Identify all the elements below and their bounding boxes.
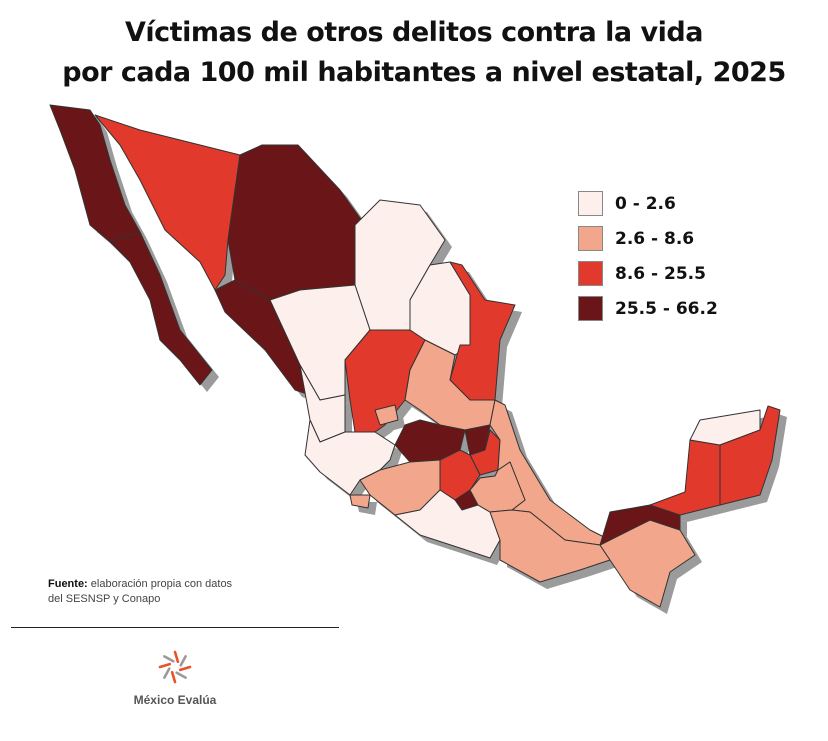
state-jalisco: [304, 419, 396, 496]
divider: [11, 627, 339, 628]
map-title-line-1: Víctimas de otros delitos contra la vida: [125, 17, 703, 48]
legend-label: 25.5 - 66.2: [615, 298, 718, 319]
logo-stroke: [163, 667, 171, 679]
state-campeche: [649, 439, 721, 516]
state-puebla: [469, 461, 526, 513]
source-text-2: del SESNSP y Conapo: [48, 593, 161, 605]
logo-text: México Evalúa: [133, 693, 217, 707]
logo-stroke: [158, 662, 172, 669]
legend-swatch: [578, 261, 603, 286]
mexico-evalua-logo: México Evalúa: [130, 650, 220, 707]
legend: 0 - 2.6 2.6 - 8.6 8.6 - 25.5 25.5 - 66.2: [578, 186, 718, 326]
source-note: Fuente: elaboración propia con datos del…: [48, 577, 232, 607]
logo-stroke: [170, 670, 177, 684]
logo-stroke: [178, 665, 192, 672]
state-aguascalientes: [374, 404, 399, 426]
legend-item: 8.6 - 25.5: [578, 256, 718, 291]
state-quintana-roo: [719, 405, 781, 506]
legend-label: 0 - 2.6: [615, 193, 676, 214]
source-label: Fuente:: [48, 578, 88, 590]
source-text-1: elaboración propia con datos: [90, 578, 233, 590]
legend-label: 8.6 - 25.5: [615, 263, 706, 284]
legend-label: 2.6 - 8.6: [615, 228, 695, 249]
state-colima: [349, 494, 371, 509]
logo-stroke: [163, 655, 175, 663]
legend-swatch: [578, 296, 603, 321]
legend-swatch: [578, 226, 603, 251]
logo-stroke: [179, 655, 187, 667]
legend-item: 25.5 - 66.2: [578, 291, 718, 326]
legend-swatch: [578, 191, 603, 216]
star-logo-icon: [158, 650, 192, 684]
legend-item: 2.6 - 8.6: [578, 221, 718, 256]
state-chihuahua: [227, 144, 366, 301]
logo-stroke: [173, 650, 180, 664]
map-title-line-2: por cada 100 mil habitantes a nivel esta…: [62, 57, 786, 88]
legend-item: 0 - 2.6: [578, 186, 718, 221]
state-baja-california-sur: [109, 231, 213, 386]
logo-stroke: [175, 671, 187, 679]
